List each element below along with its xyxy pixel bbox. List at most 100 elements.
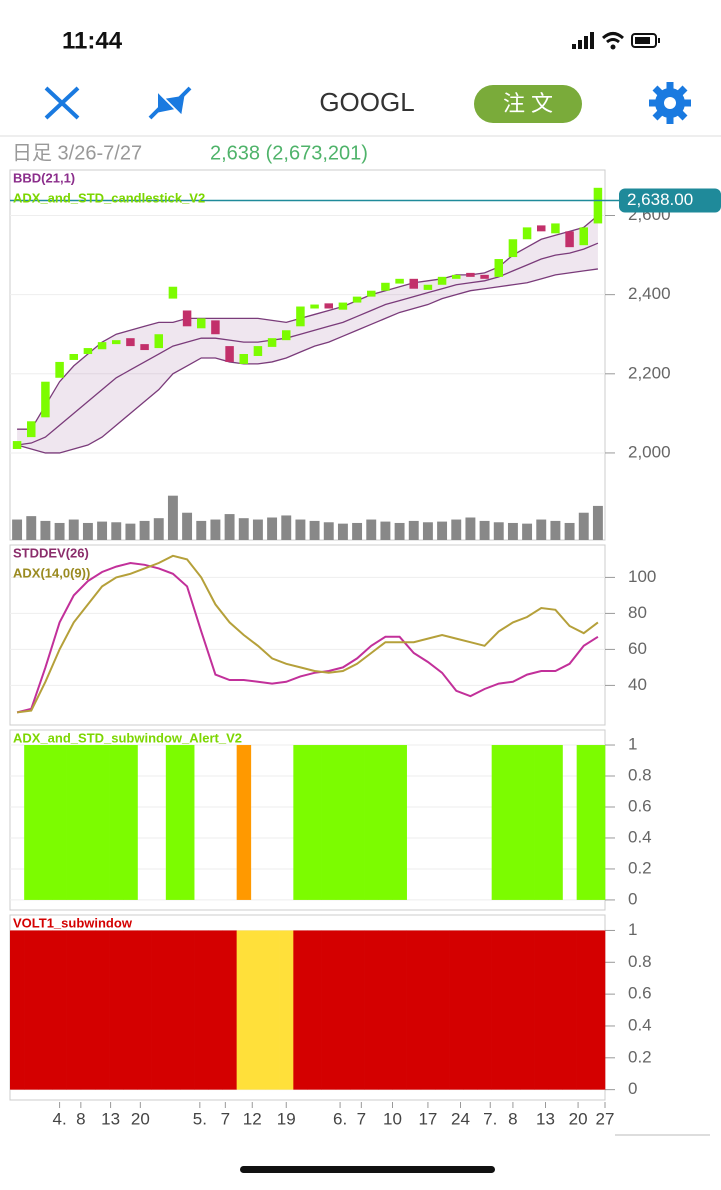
signal-bar — [52, 745, 67, 900]
signal-bar — [491, 930, 507, 1090]
volume-bar — [394, 522, 405, 540]
y-tick-label: 1 — [628, 920, 637, 939]
volume-bar — [153, 518, 164, 540]
candle — [537, 225, 546, 232]
pane-label: ADX_and_STD_candlestick_V2 — [13, 190, 205, 205]
settings-button[interactable] — [649, 82, 691, 124]
candle — [352, 296, 362, 303]
volume-bar — [422, 522, 433, 540]
signal-bar — [321, 930, 337, 1090]
candle — [239, 354, 248, 364]
signal-bar — [392, 745, 407, 900]
collapse-button[interactable] — [148, 86, 192, 120]
pane-label: BBD(21,1) — [13, 170, 75, 185]
volume-bar — [224, 514, 235, 540]
volume-bar — [267, 517, 278, 540]
volume-bar — [196, 520, 207, 540]
y-tick-label: 2,400 — [628, 284, 671, 303]
volume-bar — [408, 520, 419, 540]
volume-bar — [238, 518, 249, 540]
signal-bar — [590, 745, 606, 900]
signal-bar — [406, 930, 422, 1090]
volume-bar — [366, 519, 377, 540]
volume-bar — [111, 522, 122, 540]
signal-bar — [350, 930, 365, 1090]
candle — [480, 274, 489, 279]
candle — [211, 320, 220, 335]
signal-bar — [250, 930, 266, 1090]
pane-label: STDDEV(26) — [13, 545, 89, 560]
volume-bar — [507, 522, 518, 540]
signal-bar — [66, 930, 82, 1090]
y-tick-label: 0.6 — [628, 796, 652, 815]
volume-bar — [352, 522, 363, 540]
signal-bar — [165, 745, 181, 900]
signal-bar — [364, 745, 379, 900]
volume-bar — [12, 519, 23, 540]
volume-bar — [68, 519, 79, 540]
candle — [551, 223, 560, 234]
candle — [296, 306, 305, 327]
candle — [41, 381, 50, 418]
candle — [168, 286, 178, 299]
candle — [197, 318, 206, 329]
candle — [395, 278, 404, 284]
signal-bar — [137, 930, 152, 1090]
candle — [324, 303, 333, 309]
order-button[interactable] — [474, 85, 582, 123]
candle — [12, 441, 22, 449]
signal-bar — [477, 930, 492, 1090]
volume-bar — [550, 520, 561, 540]
signal-bar — [548, 745, 563, 900]
signal-bar — [80, 745, 96, 900]
y-tick-label: 0 — [628, 1079, 637, 1098]
candle — [565, 231, 574, 248]
signal-bar — [265, 930, 280, 1090]
volume-bar — [578, 512, 589, 540]
x-tick-label: 8 — [508, 1109, 517, 1128]
volume-bar — [252, 519, 263, 540]
x-tick-label: 6. — [333, 1109, 347, 1128]
candle — [409, 278, 418, 289]
x-tick-label: 20 — [131, 1109, 150, 1128]
y-tick-label: 0.2 — [628, 858, 652, 877]
y-tick-label: 2,000 — [628, 442, 671, 461]
signal-bar — [66, 745, 82, 900]
signal-bar — [562, 930, 577, 1090]
volume-bar — [167, 495, 178, 540]
close-button[interactable] — [44, 86, 80, 120]
candle — [423, 284, 433, 290]
status-icons — [572, 32, 660, 50]
x-tick-label: 7 — [221, 1109, 230, 1128]
candle — [126, 338, 135, 347]
last-price-box — [619, 188, 721, 213]
volume-bar — [54, 522, 65, 540]
signal-bar — [95, 930, 110, 1090]
signal-bar — [491, 745, 507, 900]
signal-bar — [534, 930, 549, 1090]
order-button-label[interactable]: 注 文 — [503, 91, 553, 116]
signal-bar — [520, 930, 535, 1090]
signal-bar — [505, 930, 521, 1090]
volume-bar — [26, 516, 37, 540]
x-tick-label: 20 — [569, 1109, 588, 1128]
x-tick-label: 12 — [243, 1109, 262, 1128]
y-tick-label: 2,200 — [628, 363, 671, 382]
pane-label: ADX(14,0(9)) — [13, 565, 90, 580]
signal-bar — [307, 745, 322, 900]
signal-bar — [364, 930, 379, 1090]
signal-bar — [505, 745, 521, 900]
candle — [267, 338, 277, 347]
signal-bar — [293, 745, 308, 900]
pane-frame — [9, 544, 606, 726]
home-indicator — [240, 1166, 495, 1173]
signal-bar — [449, 930, 464, 1090]
signal-bar — [80, 930, 96, 1090]
candle — [140, 344, 149, 351]
x-tick-label: 19 — [277, 1109, 296, 1128]
signal-bar — [335, 745, 351, 900]
volume-bar — [522, 523, 533, 540]
signal-bar — [279, 930, 294, 1090]
x-tick-label: 17 — [418, 1109, 437, 1128]
